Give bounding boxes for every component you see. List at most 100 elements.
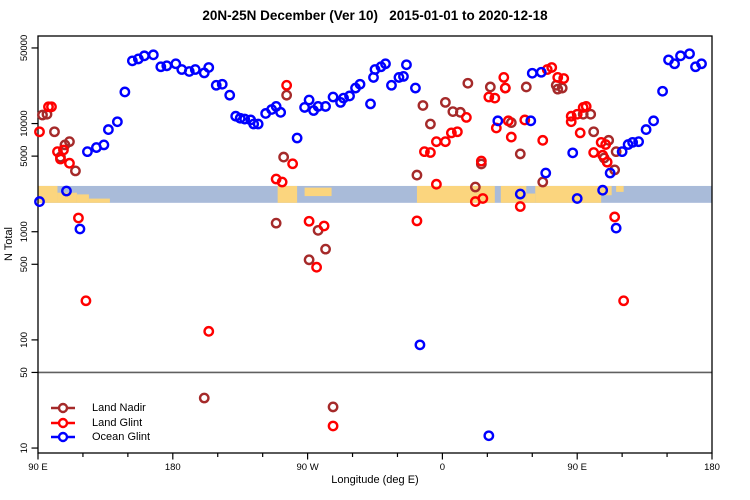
data-point-land-nadir	[520, 81, 532, 93]
data-point-land-glint	[565, 116, 577, 128]
data-point-ocean-glint	[640, 124, 652, 135]
y-tick-label: 500	[19, 256, 30, 272]
data-point-land-nadir	[439, 96, 451, 108]
data-point-land-glint	[502, 115, 514, 127]
data-point-land-glint	[46, 101, 57, 113]
data-point-land-nadir	[514, 148, 526, 160]
data-point-ocean-glint	[239, 113, 251, 125]
data-point-land-glint	[514, 201, 526, 212]
data-point-ocean-glint	[492, 115, 504, 127]
map-band-land	[526, 193, 536, 203]
map-band-land	[277, 185, 298, 203]
data-point-land-nadir	[70, 165, 81, 177]
data-point-ocean-glint	[604, 167, 616, 179]
data-point-ocean-glint	[189, 64, 201, 75]
data-point-land-glint	[519, 114, 531, 126]
data-point-land-glint	[498, 72, 510, 83]
data-point-land-glint	[451, 126, 463, 138]
data-point-land-nadir	[327, 401, 339, 413]
data-point-ocean-glint	[393, 72, 405, 83]
data-point-land-glint	[34, 126, 45, 138]
data-point-ocean-glint	[535, 66, 547, 78]
data-point-land-glint	[73, 212, 84, 224]
data-point-ocean-glint	[248, 118, 260, 130]
data-point-land-nadir	[411, 169, 423, 181]
data-point-ocean-glint	[483, 430, 495, 442]
data-point-ocean-glint	[386, 79, 397, 91]
data-point-land-glint	[64, 157, 75, 169]
data-point-ocean-glint	[669, 58, 680, 70]
data-point-ocean-glint	[34, 196, 45, 207]
data-point-ocean-glint	[365, 98, 376, 110]
data-point-ocean-glint	[344, 90, 355, 102]
legend-marker-land-nadir-icon	[51, 403, 75, 414]
data-point-ocean-glint	[320, 101, 331, 112]
data-point-land-glint	[505, 131, 517, 143]
data-point-ocean-glint	[216, 78, 228, 90]
data-point-land-glint	[203, 325, 215, 337]
data-point-ocean-glint	[648, 115, 659, 127]
data-point-land-glint	[609, 211, 621, 223]
data-point-land-glint	[618, 295, 630, 307]
data-point-ocean-glint	[303, 94, 315, 106]
data-point-land-glint	[588, 147, 600, 158]
data-point-ocean-glint	[571, 193, 583, 204]
data-point-land-glint	[303, 215, 315, 227]
data-point-ocean-glint	[210, 79, 222, 91]
data-point-ocean-glint	[354, 78, 366, 90]
y-tick-label: 50	[19, 367, 30, 378]
data-point-ocean-glint	[82, 146, 93, 158]
data-point-ocean-glint	[291, 132, 303, 144]
data-point-land-nadir	[588, 126, 600, 138]
legend-marker-land-glint-icon	[51, 417, 75, 428]
data-point-land-glint	[411, 215, 423, 227]
y-tick-label: 5000	[19, 146, 30, 167]
data-point-land-nadir	[64, 136, 75, 148]
data-point-land-glint	[546, 62, 558, 73]
data-point-ocean-glint	[224, 89, 236, 101]
plot-border	[37, 35, 713, 454]
data-point-land-nadir	[270, 217, 282, 229]
data-point-ocean-glint	[414, 339, 426, 351]
data-point-land-glint	[327, 420, 339, 432]
data-point-land-nadir	[198, 392, 210, 404]
data-point-land-nadir	[552, 83, 564, 95]
y-tick-label: 10	[19, 443, 30, 454]
data-point-ocean-glint	[147, 49, 159, 61]
data-point-land-glint	[475, 155, 487, 167]
data-point-land-glint	[58, 144, 69, 156]
data-point-land-nadir	[425, 118, 436, 130]
data-point-land-glint	[552, 72, 564, 83]
x-tick-label: 90 W	[297, 462, 319, 473]
data-point-land-glint	[287, 158, 299, 170]
data-point-land-glint	[601, 156, 613, 168]
data-point-land-nadir	[49, 126, 60, 138]
data-point-land-nadir	[537, 176, 549, 188]
data-point-ocean-glint	[252, 118, 264, 130]
data-point-land-nadir	[278, 151, 290, 163]
legend-marker-ocean-glint-icon	[51, 432, 75, 443]
map-band-land	[535, 185, 602, 203]
data-point-ocean-glint	[610, 222, 622, 234]
x-tick-label: 180	[704, 462, 720, 473]
legend-item-label: Land Glint	[92, 416, 143, 429]
map-band-land	[38, 185, 58, 203]
data-point-ocean-glint	[540, 167, 552, 179]
data-point-land-glint	[281, 79, 293, 91]
data-point-land-nadir	[469, 181, 481, 193]
data-point-land-glint	[489, 92, 501, 104]
data-point-ocean-glint	[234, 112, 246, 124]
data-point-land-glint	[477, 193, 489, 204]
data-point-land-glint	[311, 261, 322, 273]
data-point-land-glint	[565, 110, 577, 122]
data-point-ocean-glint	[627, 136, 639, 148]
y-axis-title: N Total	[3, 226, 15, 262]
data-point-land-glint	[419, 146, 430, 158]
data-point-ocean-glint	[657, 85, 668, 97]
legend: Land Nadir Land Glint Ocean Glint	[50, 401, 150, 445]
data-point-land-glint	[431, 178, 442, 190]
data-point-land-nadir	[610, 146, 622, 158]
data-point-land-glint	[80, 295, 92, 307]
